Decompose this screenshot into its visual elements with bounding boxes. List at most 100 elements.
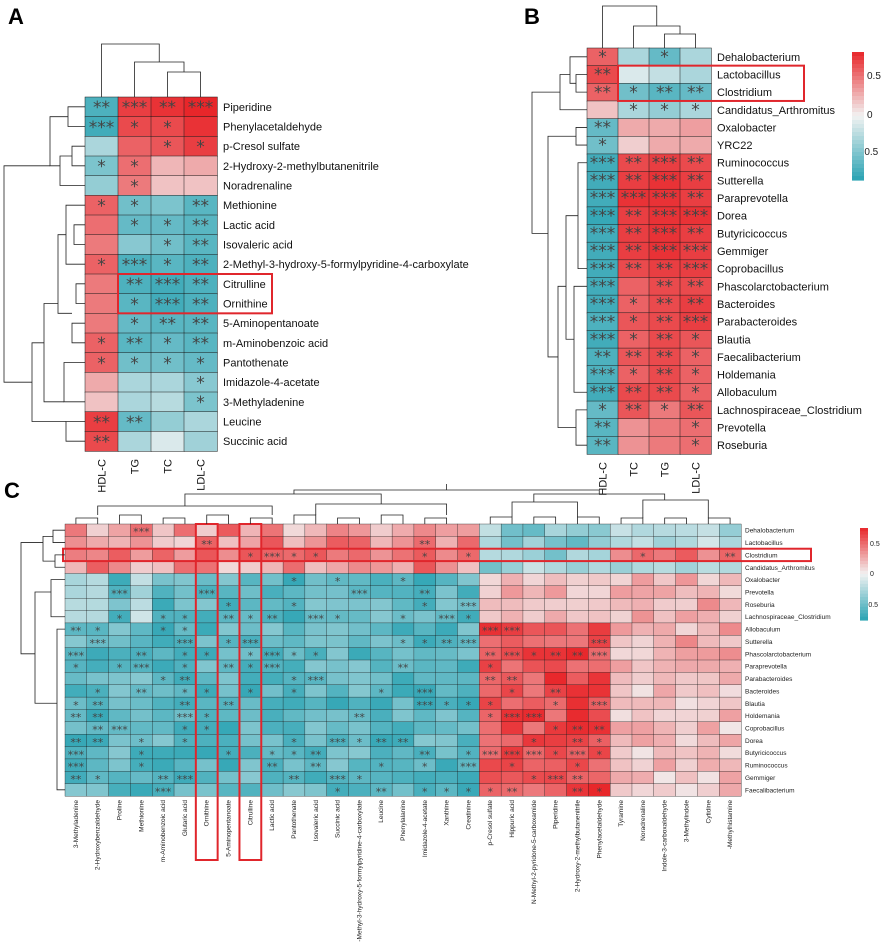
panel-c-cell	[609, 560, 633, 574]
panel-c-column-dendrogram	[119, 514, 142, 524]
panel-c-significance: ***	[460, 637, 477, 650]
panel-b-row-label: Dorea	[717, 211, 748, 223]
panel-c-cell	[609, 635, 633, 649]
colorbar-b-segment	[852, 100, 864, 105]
panel-c-cell	[282, 721, 306, 735]
panel-a-row-dendrogram	[43, 303, 64, 403]
panel-c-significance: *	[248, 686, 254, 699]
colorbar-c-segment	[860, 606, 868, 611]
panel-c-significance: ***	[504, 649, 521, 662]
panel-c-cell	[370, 771, 393, 785]
panel-a-heatmap: ** *** ** ****** * ** ** *** * *** * *** *** *** * ****…	[3, 43, 469, 493]
panel-c-significance: ***	[351, 588, 368, 601]
panel-c-cell	[173, 560, 197, 574]
panel-c-cell	[675, 783, 698, 797]
panel-c-significance: *	[400, 575, 406, 588]
panel-c-cell	[261, 536, 284, 550]
panel-b-significance: **	[625, 206, 642, 226]
panel-b-row-label: Oxalobacter	[717, 122, 777, 134]
panel-c-significance: **	[572, 649, 584, 662]
panel-c-cell	[544, 598, 568, 612]
panel-b-significance: *	[691, 100, 700, 120]
panel-c-cell	[348, 598, 371, 612]
panel-c-cell	[413, 771, 437, 785]
panel-c-cell	[130, 783, 153, 797]
colorbar-c-segment	[860, 577, 868, 582]
panel-c-cell	[609, 523, 633, 537]
panel-c-cell	[86, 783, 110, 797]
panel-b-significance: ***	[652, 206, 678, 226]
panel-c-significance: *	[291, 686, 297, 699]
panel-c-cell	[609, 647, 633, 661]
panel-c-cell	[566, 585, 589, 599]
panel-c-cell	[588, 523, 611, 537]
panel-a-row-label: 2-Methyl-3-hydroxy-5-formylpyridine-4-ca…	[223, 259, 469, 271]
colorbar-c-segment	[860, 603, 868, 608]
colorbar-b-segment	[852, 156, 864, 161]
panel-c-cell	[217, 771, 240, 785]
panel-c-row-dendrogram	[56, 628, 65, 791]
colorbar-c-segment	[860, 587, 868, 592]
panel-a-significance: *	[97, 255, 106, 275]
panel-c-significance: **	[267, 612, 279, 625]
panel-b-significance: **	[687, 171, 704, 191]
panel-c-cell	[566, 548, 589, 562]
panel-b-row-label: Lactobacillus	[717, 69, 781, 81]
panel-b-significance: *	[691, 348, 700, 368]
panel-c-cell	[500, 548, 524, 562]
panel-c-cell	[370, 635, 393, 649]
panel-c-cell	[195, 659, 219, 673]
panel-c-cell	[697, 622, 720, 636]
panel-c-cell	[719, 647, 742, 661]
panel-c-cell	[653, 598, 677, 612]
panel-c-cell	[326, 721, 349, 735]
panel-c-cell	[697, 746, 720, 760]
panel-c-cell	[588, 598, 611, 612]
panel-b-row-label: YRC22	[717, 140, 752, 152]
panel-c-cell	[348, 783, 371, 797]
panel-c-cell	[304, 573, 328, 587]
panel-c-significance: **	[485, 674, 497, 687]
panel-c-significance: **	[354, 711, 366, 724]
panel-c-row-label: Bacteroides	[745, 688, 780, 695]
panel-c-cell	[697, 709, 720, 723]
panel-c-cell	[370, 523, 393, 537]
colorbar-b-segment	[852, 112, 864, 117]
panel-c-cell	[653, 709, 677, 723]
panel-c-cell	[566, 635, 589, 649]
panel-c-significance: ***	[591, 637, 608, 650]
panel-b-cell	[648, 118, 681, 137]
panel-c-cell	[675, 771, 698, 785]
panel-c-significance: *	[531, 649, 537, 662]
panel-c-cell	[370, 598, 393, 612]
panel-c-cell	[479, 771, 502, 785]
panel-c-column-label: p-Cresol sulfate	[487, 800, 494, 846]
panel-c-cell	[370, 647, 393, 661]
panel-c-cell	[304, 721, 328, 735]
panel-c-significance: *	[291, 674, 297, 687]
panel-b-cell	[679, 118, 712, 137]
panel-c-cell	[719, 709, 742, 723]
panel-c-cell	[326, 647, 349, 661]
colorbar-c-segment	[860, 541, 868, 546]
colorbar-b-segment	[852, 136, 864, 141]
panel-b-row-label: Lachnospiraceae_Clostridium	[717, 405, 862, 417]
panel-c-cell	[675, 610, 698, 624]
panel-c-significance: *	[466, 748, 472, 761]
panel-c-significance: *	[291, 575, 297, 588]
panel-c-cell	[435, 536, 458, 550]
panel-c-cell	[304, 771, 328, 785]
panel-c-cell	[675, 659, 698, 673]
colorbar-c-segment	[860, 567, 868, 572]
panel-c-cell	[719, 598, 742, 612]
panel-c-column-label: Piperidine	[553, 800, 560, 829]
panel-c-cell	[609, 783, 633, 797]
panel-c-row-dendrogram	[42, 535, 55, 562]
panel-c-cell	[261, 573, 284, 587]
colorbar-b-segment	[852, 176, 864, 181]
panel-b-row-dendrogram	[569, 56, 587, 84]
panel-c-cell	[719, 734, 742, 748]
panel-c-cell	[609, 684, 633, 698]
panel-b-significance: *	[660, 401, 669, 421]
panel-c-cell	[609, 622, 633, 636]
